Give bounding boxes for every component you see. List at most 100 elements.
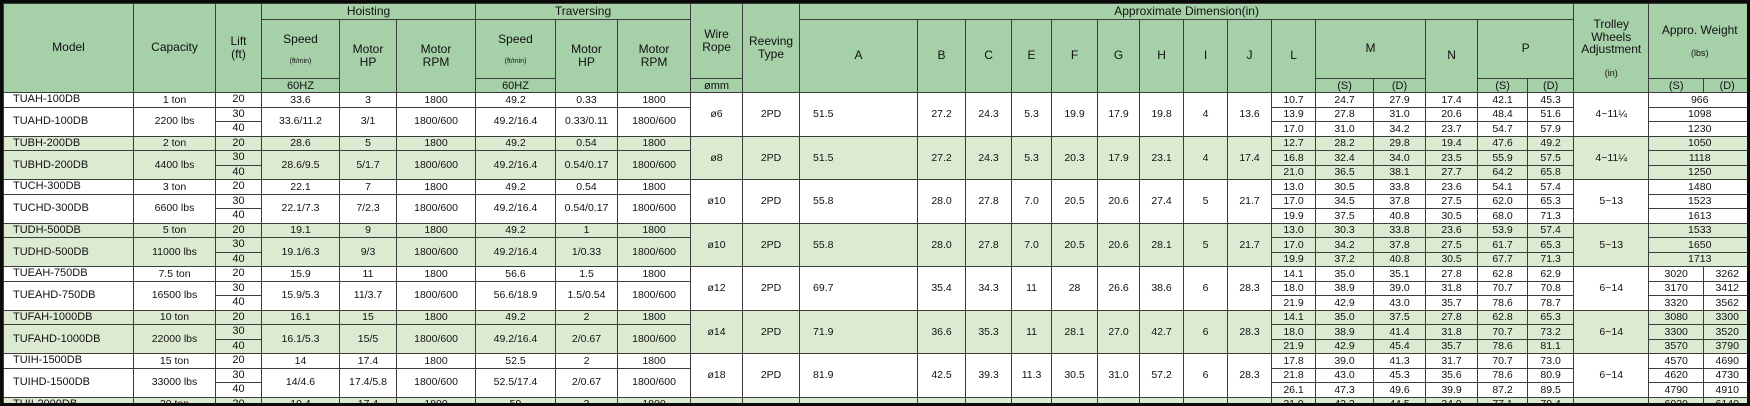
model-cell: TUDHD-500DB	[3, 237, 134, 268]
capacity-lbs-cell: 11000 lbs	[133, 237, 216, 268]
dim-m-s-cell: 42.2	[1315, 396, 1375, 403]
lift-cell: 30	[215, 280, 262, 297]
capacity-ton-cell: 3 ton	[133, 179, 216, 195]
trav-hp-cell: 1	[555, 222, 619, 239]
trav-rpm-cell: 1800/600	[617, 367, 692, 398]
trav-speed-cell: 52.5/17.4	[475, 367, 557, 398]
trav-hp-cell: 1.5/0.54	[555, 280, 619, 311]
dim-p-s-cell: 70.7	[1477, 324, 1529, 340]
capacity-ton-cell: 7.5 ton	[133, 266, 216, 282]
wire-rope-cell: ø18	[690, 353, 744, 398]
lift-cell: 40	[215, 251, 262, 268]
dim-m-s-cell: 28.2	[1315, 135, 1375, 152]
trolley-cell: 4~11¼	[1573, 92, 1650, 137]
col-header-dimension: Approximate Dimension(in)	[799, 3, 1575, 20]
weight-d-cell: 3520	[1703, 324, 1747, 340]
hoist-hp-cell: 9	[339, 222, 397, 239]
dim-n-cell: 20.6	[1425, 106, 1479, 123]
weight-cell: 1050	[1648, 135, 1747, 152]
hoist-hp-cell: 17.4	[339, 353, 397, 369]
dim-cell: 27.4	[1139, 179, 1185, 224]
lift-cell: 40	[215, 164, 262, 181]
lift-cell: 30	[215, 193, 262, 210]
dim-p-s-cell: 77.1	[1477, 396, 1529, 403]
dim-cell: 28.1	[1139, 222, 1185, 268]
wire-rope-cell: ø6	[690, 92, 744, 137]
weight-d-cell: 4730	[1703, 367, 1747, 384]
dim-cell: 20.3	[1051, 135, 1099, 181]
dim-cell: 26.6	[1097, 266, 1141, 311]
hoist-speed-label: Speed	[283, 32, 318, 47]
dim-l-cell: 13.0	[1271, 222, 1317, 239]
dim-m-d-cell: 45.3	[1373, 367, 1427, 384]
dim-m-s-cell: 34.5	[1315, 193, 1375, 210]
dim-l-cell: 21.9	[1271, 295, 1317, 311]
trav-rpm-cell: 1800/600	[617, 106, 692, 137]
dim-m-s-cell: 27.8	[1315, 106, 1375, 123]
model-cell: TUIHD-1500DB	[3, 367, 134, 398]
trolley-header-unit: (in)	[1604, 68, 1618, 79]
col-header-dim-h: H	[1139, 18, 1185, 94]
dim-n-cell: 23.7	[1425, 121, 1479, 137]
lift-cell: 30	[215, 367, 262, 384]
table-row: 40 21.9 42.9 45.4 35.7 78.6 81.1 3570 3790	[4, 338, 1747, 355]
trav-speed-cell: 49.2/16.4	[475, 150, 557, 181]
wire-rope-cell: ø10	[690, 179, 744, 224]
table-row: TUEAH-750DB 7.5 ton 20 15.9 11 1800 56.6 1.5 180…	[3, 266, 1747, 311]
weight-d-cell: 3262	[1703, 266, 1747, 282]
weight-s-cell: 3320	[1648, 295, 1705, 311]
dim-p-d-cell: 81.1	[1527, 338, 1575, 355]
reeving-cell: 2PD	[742, 353, 801, 398]
reeving-cell: 2PD	[742, 135, 801, 181]
trav-rpm-cell: 1800	[617, 135, 692, 152]
dim-l-cell: 21.0	[1271, 396, 1317, 403]
lift-cell: 20	[215, 266, 262, 282]
capacity-lbs-cell: 6600 lbs	[133, 193, 216, 224]
dim-p-s-cell: 70.7	[1477, 280, 1529, 297]
weight-cell: 1650	[1648, 237, 1747, 253]
dim-cell: 5.3	[1011, 92, 1053, 137]
weight-s-cell: 4620	[1648, 367, 1705, 384]
dim-cell: 51.5	[799, 135, 919, 181]
dim-p-s-cell: 54.1	[1477, 179, 1529, 195]
hoist-speed-cell: 14/4.6	[261, 367, 340, 398]
dim-l-cell: 19.9	[1271, 251, 1317, 268]
dim-p-s-cell: 48.4	[1477, 106, 1529, 123]
dim-cell: 51.5	[799, 92, 919, 137]
dim-m-s-cell: 35.0	[1315, 309, 1375, 326]
hoist-hp-cell: 3	[339, 92, 397, 108]
dim-l-cell: 19.9	[1271, 208, 1317, 224]
header-row-units: 60HZ 60HZ ømm (S) (D) (S) (D) (S) (D)	[4, 78, 1747, 94]
trav-rpm-cell: 1800/600	[617, 150, 692, 181]
weight-s-cell: 3570	[1648, 338, 1705, 355]
dim-n-cell: 17.4	[1425, 92, 1479, 108]
table-row: 40 17.0 31.0 34.2 23.7 54.7 57.9 1230	[4, 121, 1747, 137]
col-header-dim-f: F	[1051, 18, 1099, 94]
dim-n-cell: 27.8	[1425, 309, 1479, 326]
dim-p-d-cell: 62.9	[1527, 266, 1575, 282]
dim-cell: 35.3	[965, 309, 1013, 355]
trav-rpm-cell: 1800	[617, 92, 692, 108]
dim-cell: 39.3	[965, 353, 1013, 398]
col-header-hoisting: Hoisting	[260, 3, 477, 20]
dim-m-s-cell: 37.5	[1315, 208, 1375, 224]
dim-cell: 5	[1183, 222, 1229, 268]
trav-rpm-cell: 1800	[617, 222, 692, 239]
dim-cell: 5.3	[1011, 135, 1053, 181]
dim-cell: 19.8	[1139, 92, 1185, 137]
col-header-trav-speed: Speed (ft/min)	[475, 18, 557, 80]
hoist-hp-cell: 7	[339, 179, 397, 195]
header-row-sub: Speed (ft/min) Motor HP Motor RPM Speed …	[4, 18, 1748, 94]
dim-l-cell: 17.0	[1271, 193, 1317, 210]
dim-n-cell: 27.5	[1425, 237, 1479, 253]
col-header-hoist-motor-hp: Motor HP	[339, 18, 397, 94]
dim-m-d-cell: 31.0	[1373, 106, 1427, 123]
model-cell: TUIH-1500DB	[3, 353, 134, 369]
table-row: TUDHD-500DB 11000 lbs 30 19.1/6.3 9/3 1800/60…	[3, 237, 1747, 268]
table-row: TUBHD-200DB 4400 lbs 30 28.6/9.5 5/1.7 1800/6…	[3, 150, 1747, 181]
capacity-ton-cell: 10 ton	[133, 309, 216, 326]
dim-p-d-cell: 89.5	[1527, 382, 1575, 398]
wire-rope-cell: ø12	[690, 266, 744, 311]
dim-cell: 28	[1051, 266, 1099, 311]
dim-cell: 36.5	[1097, 396, 1141, 403]
